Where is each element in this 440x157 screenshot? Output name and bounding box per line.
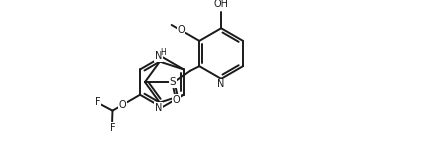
Text: N: N xyxy=(155,51,162,61)
Text: F: F xyxy=(110,123,116,133)
Text: O: O xyxy=(177,25,185,35)
Text: S: S xyxy=(170,77,176,87)
Text: N: N xyxy=(155,103,162,113)
Text: OH: OH xyxy=(214,0,229,9)
Text: H: H xyxy=(160,48,166,57)
Text: N: N xyxy=(217,79,225,89)
Text: O: O xyxy=(177,25,185,35)
Text: O: O xyxy=(119,100,126,110)
Text: O: O xyxy=(173,95,180,105)
Text: F: F xyxy=(95,97,101,107)
